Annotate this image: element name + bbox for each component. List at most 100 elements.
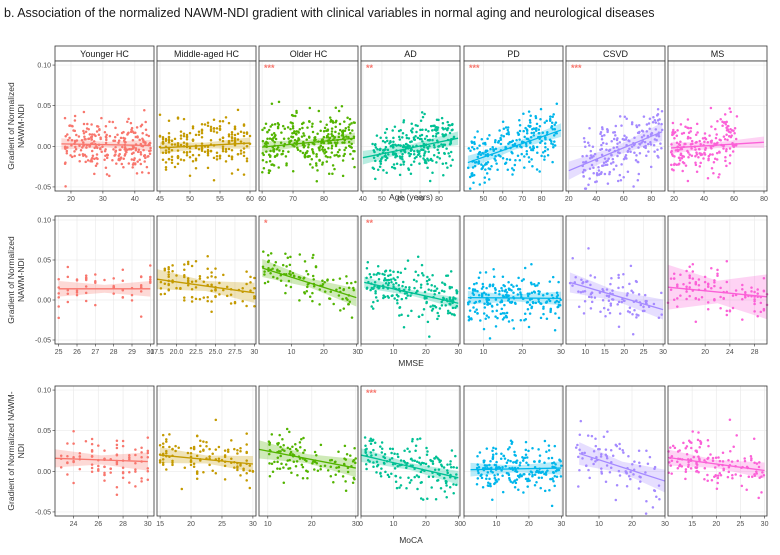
data-point xyxy=(261,139,265,143)
data-point xyxy=(442,174,445,177)
data-point xyxy=(656,148,659,151)
data-point xyxy=(491,284,495,287)
data-point xyxy=(218,128,222,132)
data-point xyxy=(476,311,479,315)
data-point xyxy=(603,133,606,137)
data-point xyxy=(689,467,693,470)
data-point xyxy=(337,109,341,113)
data-point xyxy=(440,463,443,467)
data-point xyxy=(397,284,401,287)
data-point xyxy=(609,302,613,305)
data-point xyxy=(534,129,538,133)
data-point xyxy=(401,157,404,161)
data-point xyxy=(524,317,528,321)
data-point xyxy=(342,154,345,158)
data-point xyxy=(164,161,168,164)
data-point xyxy=(495,162,498,165)
data-point xyxy=(268,462,271,465)
data-point xyxy=(669,288,673,292)
data-point xyxy=(270,462,274,466)
data-point xyxy=(726,124,729,128)
data-point xyxy=(453,313,456,317)
data-point xyxy=(267,153,271,157)
data-point xyxy=(732,445,735,449)
data-point xyxy=(409,140,412,144)
data-point xyxy=(89,136,93,139)
data-point xyxy=(593,296,597,299)
data-point xyxy=(637,293,641,296)
data-point xyxy=(269,125,272,128)
data-point xyxy=(589,307,593,310)
figure-title: b. Association of the normalized NAWM-ND… xyxy=(4,6,655,20)
data-point xyxy=(501,275,505,278)
data-point xyxy=(734,289,738,292)
data-point xyxy=(372,465,375,469)
data-point xyxy=(455,473,458,476)
data-point xyxy=(719,286,722,290)
data-point xyxy=(164,149,168,152)
data-point xyxy=(353,165,356,169)
data-point xyxy=(227,133,231,136)
data-point xyxy=(614,134,617,137)
data-point xyxy=(753,290,756,294)
panel-background xyxy=(668,216,767,344)
data-point xyxy=(618,141,622,144)
data-point xyxy=(530,283,533,286)
data-point xyxy=(644,471,647,474)
data-point xyxy=(531,447,534,450)
data-point xyxy=(271,123,274,127)
data-point xyxy=(499,142,503,146)
data-point xyxy=(545,119,548,123)
data-point xyxy=(136,160,139,163)
data-point xyxy=(532,460,536,463)
data-point xyxy=(719,307,722,310)
data-point xyxy=(533,465,537,469)
data-point xyxy=(583,289,587,293)
data-point xyxy=(342,287,346,291)
data-point xyxy=(438,307,442,310)
data-point xyxy=(94,281,97,284)
data-point xyxy=(81,146,84,149)
data-point xyxy=(725,129,729,132)
data-point xyxy=(167,282,170,286)
data-point xyxy=(189,446,193,450)
data-point xyxy=(418,456,421,460)
data-point xyxy=(549,308,552,312)
data-point xyxy=(85,155,88,158)
data-point xyxy=(470,172,473,175)
data-point xyxy=(378,165,382,168)
data-point xyxy=(592,450,596,453)
data-point xyxy=(485,299,489,302)
data-point xyxy=(136,150,140,154)
data-point xyxy=(161,461,165,464)
data-point xyxy=(379,475,383,478)
data-point xyxy=(291,135,294,139)
data-point xyxy=(494,447,498,450)
data-point xyxy=(103,479,106,482)
x-tick-label: 40 xyxy=(359,196,367,203)
data-point xyxy=(555,475,559,479)
data-point xyxy=(245,282,248,286)
data-point xyxy=(593,152,597,156)
data-point xyxy=(599,172,603,176)
x-tick-label: 10 xyxy=(480,349,488,356)
data-point xyxy=(368,439,371,443)
data-point xyxy=(90,463,94,466)
data-point xyxy=(530,158,533,161)
data-point xyxy=(146,155,149,158)
data-point xyxy=(499,136,502,140)
data-point xyxy=(550,139,553,143)
data-point xyxy=(429,124,433,128)
data-point xyxy=(84,276,88,279)
data-point xyxy=(398,173,402,177)
data-point xyxy=(270,102,274,106)
data-point xyxy=(117,139,121,142)
data-point xyxy=(551,477,554,481)
data-point xyxy=(689,130,692,133)
data-point xyxy=(675,134,679,137)
data-point xyxy=(481,151,484,155)
data-point xyxy=(365,276,368,280)
data-point xyxy=(383,270,387,273)
data-point xyxy=(272,150,276,153)
data-point xyxy=(82,129,85,133)
